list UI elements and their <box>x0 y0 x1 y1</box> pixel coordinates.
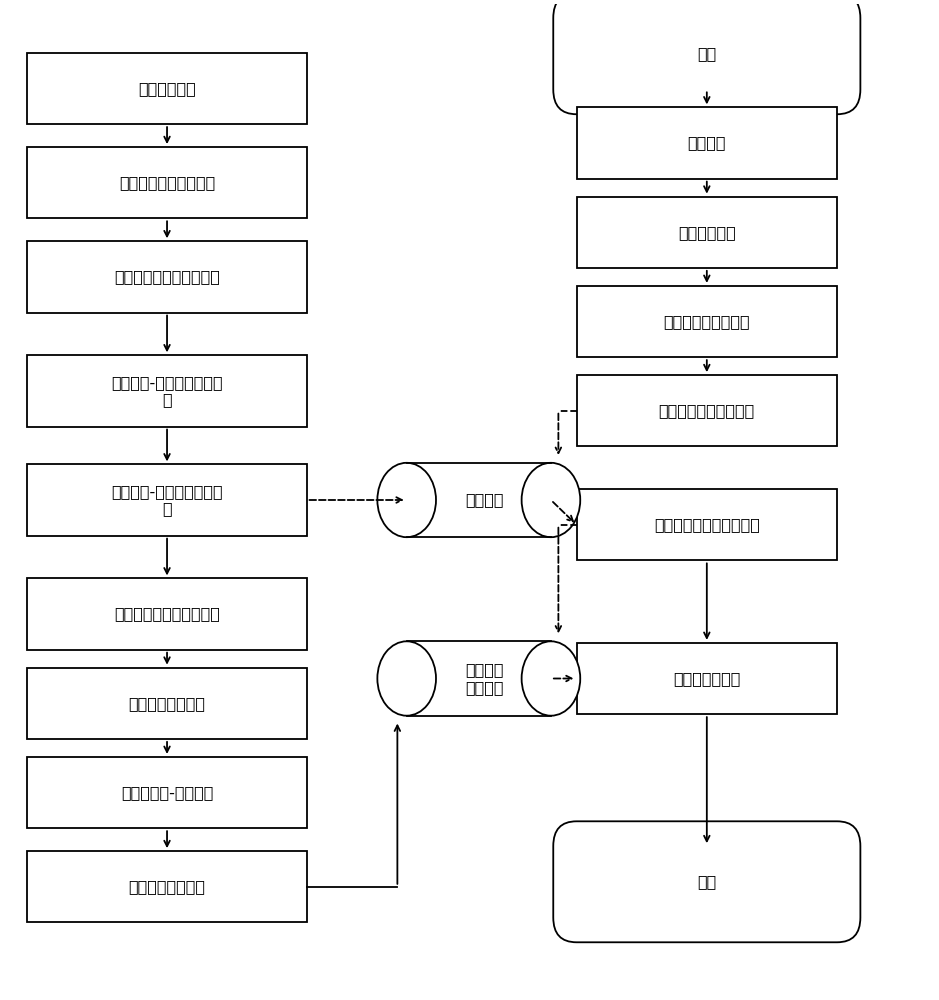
FancyBboxPatch shape <box>27 355 307 427</box>
Text: 获得干扰元素的强度: 获得干扰元素的强度 <box>664 314 750 329</box>
Bar <box>407 463 551 537</box>
FancyBboxPatch shape <box>27 578 307 650</box>
Text: 计算元素的浓度: 计算元素的浓度 <box>673 671 741 686</box>
Text: 样品分析: 样品分析 <box>687 135 726 150</box>
FancyBboxPatch shape <box>553 821 860 942</box>
Text: 激发标准样品: 激发标准样品 <box>138 81 196 96</box>
Text: 计算强度-强度干扰元素系
数: 计算强度-强度干扰元素系 数 <box>111 484 223 516</box>
FancyBboxPatch shape <box>27 851 307 922</box>
FancyBboxPatch shape <box>27 757 307 828</box>
Text: 拟合强度-强度元素干扰曲
线: 拟合强度-强度元素干扰曲 线 <box>111 375 223 407</box>
Ellipse shape <box>522 641 580 716</box>
Text: 干扰系数: 干扰系数 <box>466 492 504 508</box>
Ellipse shape <box>377 641 436 716</box>
Ellipse shape <box>522 463 580 537</box>
FancyBboxPatch shape <box>27 668 307 739</box>
FancyBboxPatch shape <box>577 286 837 357</box>
Text: 计算浓度
计算系数: 计算浓度 计算系数 <box>466 662 504 695</box>
FancyBboxPatch shape <box>27 241 307 313</box>
Text: 取被干扰元素的绝对强度: 取被干扰元素的绝对强度 <box>115 269 220 284</box>
Text: 取被干扰元素浓度: 取被干扰元素浓度 <box>129 696 206 711</box>
Ellipse shape <box>377 463 436 537</box>
Text: 计算被干扰元素的净强度: 计算被干扰元素的净强度 <box>654 517 760 532</box>
Text: 开始: 开始 <box>697 46 716 61</box>
Text: 拟合净强度-浓度曲线: 拟合净强度-浓度曲线 <box>121 785 213 800</box>
FancyBboxPatch shape <box>577 489 837 560</box>
Text: 计算元素曲线系数: 计算元素曲线系数 <box>129 879 206 894</box>
FancyBboxPatch shape <box>577 197 837 268</box>
FancyBboxPatch shape <box>27 464 307 536</box>
Text: 获得被干扰元素的强度: 获得被干扰元素的强度 <box>658 403 755 418</box>
Text: 激发分析样品: 激发分析样品 <box>678 225 735 240</box>
FancyBboxPatch shape <box>577 643 837 714</box>
FancyBboxPatch shape <box>577 107 837 179</box>
Text: 取干扰元素的绝对强度: 取干扰元素的绝对强度 <box>119 175 215 190</box>
Text: 结束: 结束 <box>697 874 716 889</box>
FancyBboxPatch shape <box>577 375 837 446</box>
FancyBboxPatch shape <box>553 0 860 114</box>
FancyBboxPatch shape <box>27 147 307 218</box>
FancyBboxPatch shape <box>27 53 307 124</box>
Bar <box>407 641 551 716</box>
Text: 计算被干扰元素的净强度: 计算被干扰元素的净强度 <box>115 607 220 622</box>
